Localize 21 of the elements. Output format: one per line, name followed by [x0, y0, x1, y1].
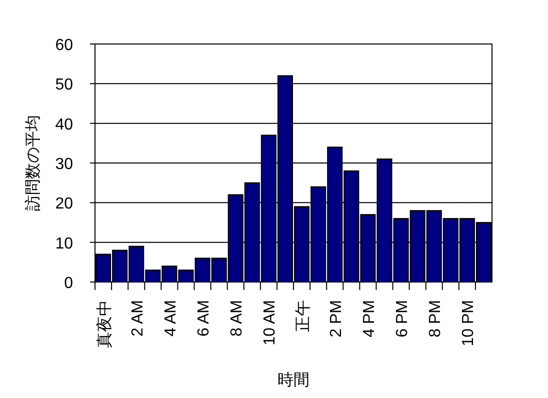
x-axis-title: 時間 — [278, 371, 310, 389]
x-tick-label: 2 AM — [129, 300, 146, 336]
y-tick-label: 40 — [55, 116, 74, 134]
y-tick-label: 50 — [55, 76, 74, 94]
y-tick-label: 30 — [55, 156, 74, 173]
x-tick-label: 4 AM — [162, 300, 180, 336]
x-tick-label: 10 AM — [262, 300, 279, 346]
x-tick-label: 6 AM — [196, 300, 213, 336]
x-tick-label: 正午 — [294, 300, 312, 332]
x-tick-label: 6 PM — [394, 300, 412, 338]
x-tick-label: 8 PM — [427, 300, 444, 338]
x-tick-label: 真夜中 — [95, 300, 114, 348]
y-axis-title: 訪問数の平均 — [24, 115, 42, 211]
y-tick-label: 20 — [55, 196, 74, 213]
x-tick-label: 10 PM — [460, 300, 478, 346]
y-tick-label: 10 — [55, 235, 74, 252]
y-tick-label: 0 — [64, 275, 74, 292]
x-tick-label: 4 PM — [360, 300, 378, 338]
y-tick-label: 60 — [55, 37, 74, 54]
x-tick-label: 2 PM — [328, 300, 345, 338]
x-tick-label: 8 AM — [228, 300, 246, 336]
